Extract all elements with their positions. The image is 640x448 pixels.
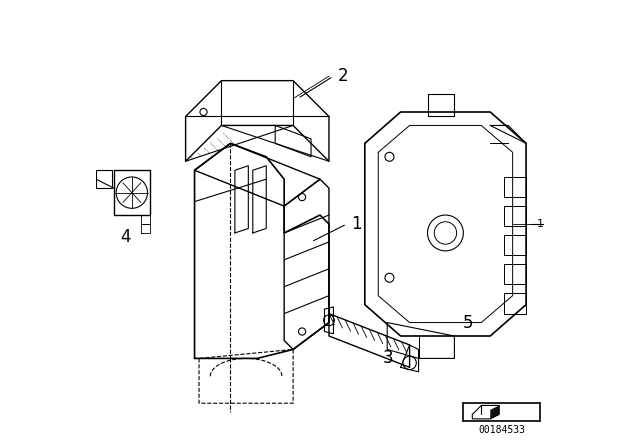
Polygon shape: [490, 405, 499, 419]
Text: 1: 1: [351, 215, 362, 233]
Text: 5: 5: [463, 314, 473, 332]
Text: 00184533: 00184533: [478, 425, 525, 435]
Text: 1: 1: [538, 219, 544, 229]
Text: 4: 4: [120, 228, 131, 246]
Text: 2: 2: [338, 67, 349, 85]
Text: 3: 3: [383, 349, 394, 367]
